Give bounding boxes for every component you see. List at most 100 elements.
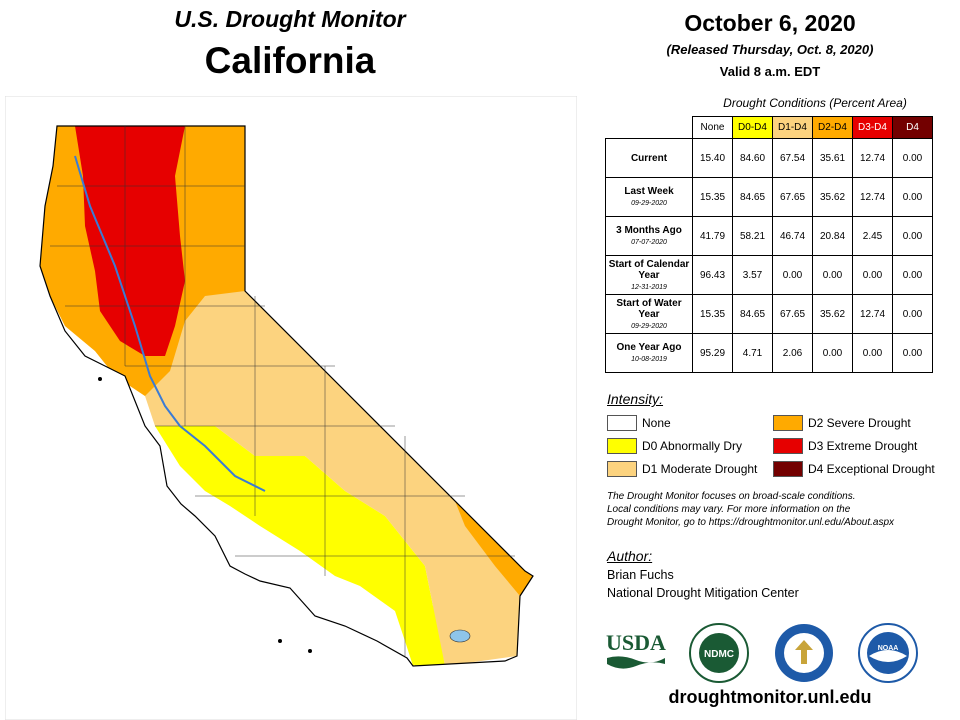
author-name: Brian Fuchs [607, 568, 674, 582]
usda-logo: USDA [606, 630, 666, 669]
table-cell: 0.00 [892, 333, 933, 373]
release-date: (Released Thursday, Oct. 8, 2020) [666, 42, 874, 57]
row-label-text: Current [630, 152, 668, 164]
table-cell: 12.74 [852, 294, 893, 334]
row-label: 3 Months Ago 07-07-2020 [605, 216, 693, 256]
noaa-logo: NOAA [858, 623, 918, 683]
table-cell: 67.65 [772, 294, 813, 334]
table-cell: 35.62 [812, 294, 853, 334]
legend-label-d3: D3 Extreme Drought [808, 439, 918, 453]
table-cell: 0.00 [852, 255, 893, 295]
drought-conditions-table: None D0-D4 D1-D4 D2-D4 D3-D4 D4 Current 1… [605, 116, 933, 373]
author-title: Author: [607, 548, 653, 564]
legend-label-d1: D1 Moderate Drought [642, 462, 758, 476]
noaa-logo-text: NOAA [878, 645, 899, 652]
row-label-text: Last Week [624, 186, 674, 197]
table-cell: 0.00 [772, 255, 813, 295]
table-cell: 0.00 [812, 255, 853, 295]
disclaimer-note: The Drought Monitor focuses on broad-sca… [607, 490, 947, 529]
table-cell: 0.00 [812, 333, 853, 373]
table-cell: 0.00 [892, 294, 933, 334]
column-header: D1-D4 [772, 116, 813, 139]
table-cell: 2.06 [772, 333, 813, 373]
legend-label-d4: D4 Exceptional Drought [808, 462, 935, 476]
row-label-text: One Year Ago [616, 342, 682, 353]
table-header-row: None D0-D4 D1-D4 D2-D4 D3-D4 D4 [606, 116, 933, 139]
table-cell: 41.79 [692, 216, 733, 256]
legend-swatch-d0 [607, 438, 637, 454]
ndmc-logo-text: NDMC [704, 649, 734, 660]
row-label: Start of Calendar Year 12-31-2019 [605, 255, 693, 295]
row-label: Last Week 09-29-2020 [605, 177, 693, 217]
table-cell: 67.54 [772, 138, 813, 178]
table-cell: 0.00 [892, 216, 933, 256]
column-header: D3-D4 [852, 116, 893, 139]
row-label: Start of Water Year 09-29-2020 [605, 294, 693, 334]
row-label-text: Start of Calendar Year [608, 258, 690, 281]
legend-swatch-d1 [607, 461, 637, 477]
table-cell: 84.60 [732, 138, 773, 178]
row-label-text: Start of Water Year [616, 297, 682, 320]
table-cell: 58.21 [732, 216, 773, 256]
table-cell: 0.00 [892, 138, 933, 178]
table-cell: 15.35 [692, 294, 733, 334]
table-cell: 95.29 [692, 333, 733, 373]
table-cell: 35.61 [812, 138, 853, 178]
usda-logo-text: USDA [606, 630, 666, 655]
legend-label-d0: D0 Abnormally Dry [642, 439, 743, 453]
row-label: Current [605, 138, 693, 178]
row-label-date: 09-29-2020 [631, 322, 667, 330]
table-cell: 20.84 [812, 216, 853, 256]
table-row: 3 Months Ago 07-07-2020 41.79 58.21 46.74 20.… [605, 216, 933, 256]
author-organization: National Drought Mitigation Center [607, 586, 799, 600]
table-cell: 67.65 [772, 177, 813, 217]
note-line: Local conditions may vary. For more info… [607, 504, 851, 515]
map-title: U.S. Drought Monitor [174, 6, 406, 32]
table-cell: 96.43 [692, 255, 733, 295]
column-header: D4 [892, 116, 933, 139]
table-cell: 0.00 [852, 333, 893, 373]
table-cell: 46.74 [772, 216, 813, 256]
table-cell: 4.71 [732, 333, 773, 373]
table-cell: 15.35 [692, 177, 733, 217]
legend-swatch-d3 [773, 438, 803, 454]
table-row: Current 15.40 84.60 67.54 35.61 12.74 0.00 [605, 138, 933, 178]
california-drought-map [5, 96, 577, 720]
row-label-date: 09-29-2020 [631, 200, 667, 207]
map-date: October 6, 2020 [684, 10, 856, 36]
legend-label-none: None [642, 416, 671, 430]
row-label-date: 07-07-2020 [631, 239, 667, 246]
column-header: D0-D4 [732, 116, 773, 139]
table-cell: 84.65 [732, 294, 773, 334]
ndmc-logo: NDMC [689, 623, 749, 683]
row-label: One Year Ago 10-08-2019 [605, 333, 693, 373]
table-cell: 12.74 [852, 138, 893, 178]
table-row: One Year Ago 10-08-2019 95.29 4.71 2.06 0.00 0… [605, 333, 933, 373]
table-cell: 0.00 [892, 177, 933, 217]
legend-label-d2: D2 Severe Drought [808, 416, 911, 430]
table-caption: Drought Conditions (Percent Area) [723, 96, 907, 110]
commerce-seal [775, 624, 833, 682]
row-label-date: 10-08-2019 [631, 356, 667, 363]
table-cell: 12.74 [852, 177, 893, 217]
intensity-title: Intensity: [607, 391, 664, 407]
table-cell: 0.00 [892, 255, 933, 295]
note-line: Drought Monitor, go to https://droughtmo… [607, 517, 895, 528]
table-cell: 2.45 [852, 216, 893, 256]
row-label-text: 3 Months Ago [616, 225, 682, 236]
table-cell: 35.62 [812, 177, 853, 217]
legend-swatch-d2 [773, 415, 803, 431]
state-name: California [204, 40, 376, 81]
table-header-blank [606, 117, 693, 139]
column-header: D2-D4 [812, 116, 853, 139]
row-label-date: 12-31-2019 [631, 283, 667, 291]
table-row: Last Week 09-29-2020 15.35 84.65 67.65 35.62 1… [605, 177, 933, 217]
website-url[interactable]: droughtmonitor.unl.edu [668, 687, 872, 707]
table-row: Start of Water Year 09-29-2020 15.35 84.65 6… [605, 294, 933, 334]
note-line: The Drought Monitor focuses on broad-sca… [607, 491, 856, 502]
column-header: None [692, 116, 733, 139]
table-row: Start of Calendar Year 12-31-2019 96.43 3.5… [605, 255, 933, 295]
legend-swatch-none [607, 415, 637, 431]
legend-swatch-d4 [773, 461, 803, 477]
table-cell: 84.65 [732, 177, 773, 217]
